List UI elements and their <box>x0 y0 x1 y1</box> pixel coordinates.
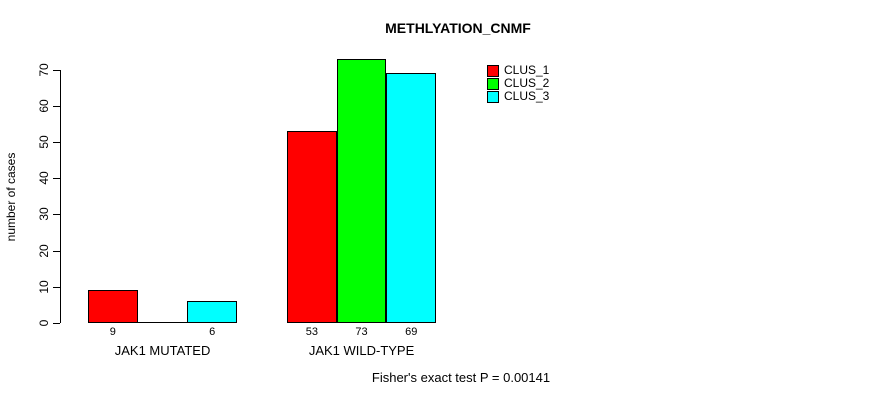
y-tick <box>53 323 60 324</box>
bar-clus_3-2 <box>386 73 437 323</box>
bar-clus_1-1 <box>88 290 138 323</box>
legend-swatch-icon <box>487 90 499 103</box>
y-tick-label: 60 <box>37 99 51 113</box>
legend: CLUS_1 CLUS_2 CLUS_3 <box>487 64 549 103</box>
y-tick <box>53 214 60 216</box>
legend-label: CLUS_2 <box>504 76 550 90</box>
bar-clus_3-1 <box>187 301 238 323</box>
chart-title: METHLYATION_CNMF <box>385 20 531 36</box>
y-axis-line <box>60 69 61 323</box>
bar-value-label: 69 <box>405 326 418 338</box>
y-tick-label: 10 <box>37 280 51 294</box>
y-tick <box>53 250 60 252</box>
y-tick <box>53 286 60 288</box>
bar-clus_2-1 <box>137 322 188 323</box>
legend-label: CLUS_3 <box>504 89 550 103</box>
category-label: JAK1 WILD-TYPE <box>308 343 415 358</box>
footer-caption: Fisher's exact test P = 0.00141 <box>371 370 551 385</box>
legend-label: CLUS_1 <box>504 63 550 77</box>
legend-swatch-icon <box>487 77 499 90</box>
bar-value-label: 6 <box>209 326 216 338</box>
y-tick-label: 50 <box>37 135 51 149</box>
y-tick-label: 20 <box>37 243 51 258</box>
bar-value-label: 53 <box>305 326 318 338</box>
legend-item: CLUS_1 <box>487 64 549 77</box>
y-tick-label: 40 <box>37 171 51 185</box>
y-tick <box>53 105 60 107</box>
bar-value-label: 73 <box>355 326 368 338</box>
category-label: JAK1 MUTATED <box>114 343 211 358</box>
legend-item: CLUS_2 <box>487 77 549 90</box>
y-tick-label: 70 <box>37 62 51 77</box>
y-tick-label: 30 <box>37 207 51 222</box>
bar-clus_2-2 <box>336 58 387 323</box>
bar-value-label: 9 <box>109 326 116 338</box>
y-tick <box>53 178 60 180</box>
y-tick-label: 0 <box>37 319 51 327</box>
bar-clus_1-2 <box>287 131 337 323</box>
legend-swatch-icon <box>487 64 499 77</box>
legend-item: CLUS_3 <box>487 90 549 103</box>
y-axis-title: number of cases <box>4 152 18 242</box>
y-tick <box>53 142 60 143</box>
y-tick <box>53 69 60 71</box>
